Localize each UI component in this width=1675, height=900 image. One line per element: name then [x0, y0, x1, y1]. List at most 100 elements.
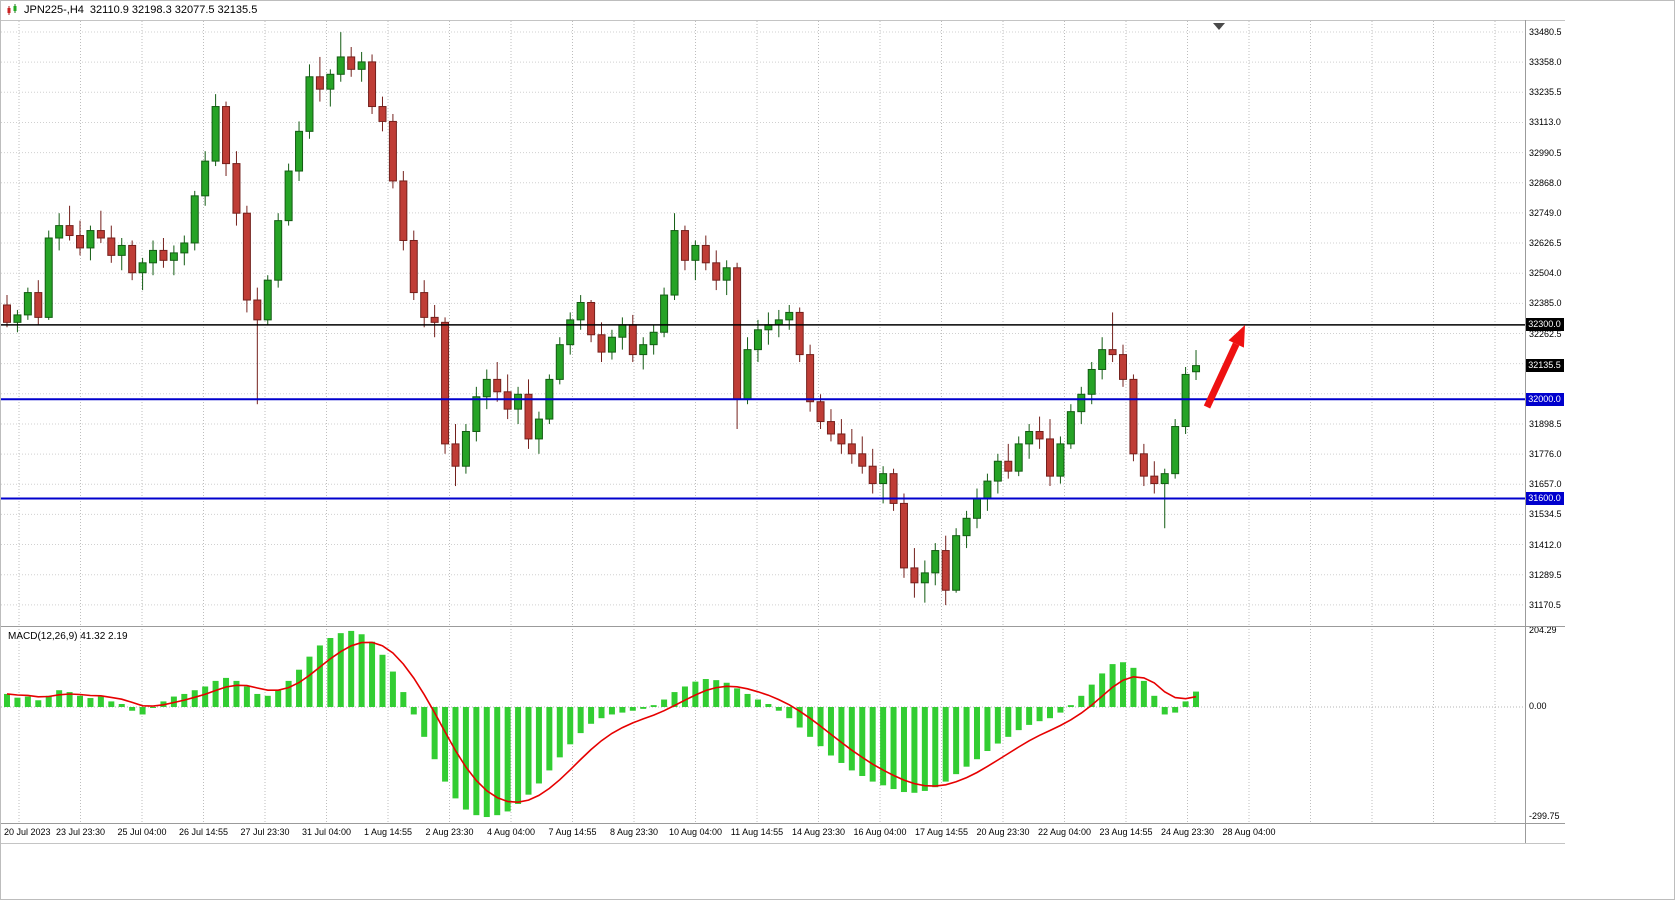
candle-bull: [983, 473, 992, 511]
candle-bull: [920, 560, 929, 603]
price-axis-label: 32262.5: [1529, 328, 1562, 339]
candle-bear: [232, 151, 241, 226]
candle-bear: [347, 47, 356, 77]
macd-bar: [337, 633, 344, 707]
macd-bar: [994, 707, 1001, 744]
macd-separator[interactable]: [1, 626, 1565, 627]
macd-bar: [452, 707, 459, 799]
price-axis-label: 31657.0: [1529, 479, 1562, 490]
ohlc-readout: 32110.9 32198.3 32077.5 32135.5: [89, 4, 258, 16]
macd-bar: [588, 707, 595, 724]
macd-bar: [838, 707, 845, 763]
candle-bull: [117, 238, 126, 271]
macd-bar: [24, 696, 31, 707]
macd-bar: [984, 707, 991, 752]
macd-bar: [1099, 673, 1106, 707]
candle-bear: [628, 314, 637, 363]
time-axis-label: 22 Aug 04:00: [1037, 827, 1092, 837]
macd-bar: [786, 707, 793, 719]
macd-bar: [619, 707, 626, 713]
macd-bar: [494, 707, 501, 816]
macd-bar: [1026, 707, 1033, 725]
candle-bull: [722, 260, 731, 296]
candle-bull: [639, 337, 648, 370]
candle-bull: [555, 337, 564, 385]
macd-bar: [379, 654, 386, 707]
price-chart-plot[interactable]: [1, 21, 1525, 626]
candle-bull: [514, 386, 523, 425]
chart-shift-marker[interactable]: [1213, 23, 1225, 30]
macd-axis-label: 204.29: [1529, 625, 1557, 635]
candle-bull: [576, 295, 585, 330]
macd-bar: [880, 707, 887, 786]
plot-top-border: [1, 20, 1565, 21]
candle-bear: [1139, 443, 1148, 487]
price-axis-label: 31289.5: [1529, 569, 1562, 580]
macd-bar: [598, 707, 605, 719]
time-axis-label: 23 Aug 14:55: [1099, 827, 1153, 837]
candle-bear: [837, 419, 846, 454]
time-axis-label: 7 Aug 14:55: [548, 827, 597, 837]
time-axis-label: 17 Aug 14:55: [914, 827, 969, 837]
macd-bar: [640, 707, 647, 709]
time-axis-label: 31 Jul 04:00: [301, 827, 352, 837]
candle-bear: [315, 56, 324, 102]
macd-panel-plot[interactable]: [1, 629, 1525, 823]
candle-bear: [858, 436, 867, 474]
candle-bear: [128, 240, 137, 281]
candle-bull: [190, 190, 199, 251]
macd-signal-line: [6, 641, 1197, 804]
candle-bull: [357, 51, 366, 82]
macd-bar: [369, 641, 376, 707]
candle-bear: [1046, 419, 1054, 487]
candle-bear: [368, 54, 377, 114]
candle-bull: [764, 312, 773, 345]
macd-bar: [389, 671, 396, 707]
macd-bar: [1078, 695, 1085, 707]
price-axis-label: 33480.5: [1529, 27, 1562, 37]
macd-bar: [223, 677, 230, 707]
candle-bear: [420, 280, 429, 328]
candle-bull: [566, 312, 575, 355]
macd-bar: [442, 707, 449, 782]
macd-bar: [1140, 680, 1147, 707]
macd-bar: [796, 707, 803, 728]
macd-bar: [97, 696, 104, 707]
candle-bear: [899, 493, 908, 578]
candle-bear: [826, 409, 835, 442]
time-axis-label: 8 Aug 23:30: [609, 827, 659, 837]
candle-bear: [680, 225, 689, 271]
trend-arrow[interactable]: [1203, 325, 1245, 409]
macd-bar: [869, 707, 876, 782]
macd-bar: [87, 698, 94, 707]
candle-bull: [670, 213, 679, 301]
candle-bull: [326, 69, 335, 107]
candle-bear: [712, 250, 721, 291]
macd-bar: [1067, 705, 1074, 707]
macd-bar: [504, 707, 511, 812]
candle-bear: [65, 205, 74, 241]
price-badge: 32000.0: [1525, 392, 1564, 406]
candle-bear: [733, 262, 742, 430]
macd-axis-label: -299.75: [1529, 811, 1560, 821]
macd-bar: [14, 697, 21, 707]
macd-bar: [212, 680, 219, 707]
candle-bear: [441, 317, 450, 454]
price-axis-label: 31412.0: [1529, 539, 1562, 550]
candle-bear: [503, 374, 512, 420]
candle-bull: [753, 319, 762, 363]
candle-bull: [472, 386, 481, 442]
macd-bar: [577, 707, 584, 734]
macd-bar: [765, 704, 772, 707]
candle-bull: [607, 329, 616, 360]
macd-bar: [661, 699, 668, 707]
macd-bar: [629, 707, 636, 711]
candle-bear: [587, 300, 596, 343]
macd-bar: [1151, 695, 1158, 707]
candle-bear: [107, 225, 116, 263]
candle-bull: [23, 287, 32, 320]
price-badge: 32300.0: [1525, 318, 1564, 332]
macd-bar: [483, 707, 490, 818]
macd-bar: [118, 704, 125, 707]
candle-bull: [274, 213, 283, 288]
